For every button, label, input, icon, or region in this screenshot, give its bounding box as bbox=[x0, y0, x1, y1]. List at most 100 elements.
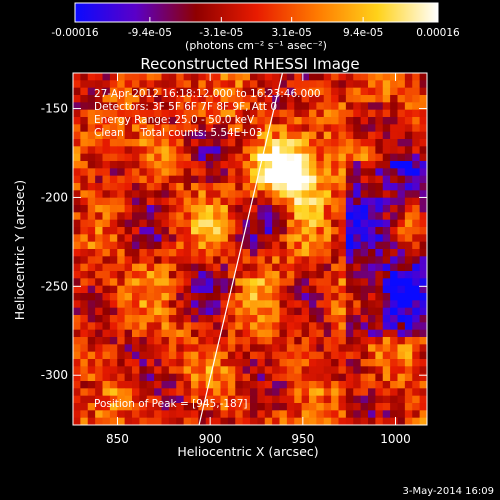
heatmap-cell bbox=[375, 388, 384, 397]
heatmap-cell bbox=[95, 359, 103, 367]
heatmap-cell bbox=[191, 102, 199, 111]
heatmap-cell bbox=[132, 227, 140, 235]
heatmap-cell bbox=[294, 388, 303, 397]
heatmap-cell bbox=[286, 117, 295, 125]
heatmap-cell bbox=[301, 197, 310, 206]
heatmap-cell bbox=[205, 410, 214, 419]
heatmap-cell bbox=[139, 271, 148, 279]
heatmap-cell bbox=[102, 322, 111, 331]
heatmap-cell bbox=[227, 234, 236, 243]
heatmap-cell bbox=[309, 388, 317, 397]
heatmap-cell bbox=[205, 168, 214, 177]
heatmap-cell bbox=[368, 87, 376, 96]
heatmap-cell bbox=[338, 168, 347, 177]
heatmap-cell bbox=[95, 190, 103, 199]
heatmap-cell bbox=[404, 263, 413, 272]
heatmap-cell bbox=[257, 315, 266, 323]
heatmap-cell bbox=[168, 205, 177, 213]
heatmap-cell bbox=[250, 175, 258, 184]
heatmap-cell bbox=[338, 322, 347, 331]
heatmap-cell bbox=[272, 395, 280, 404]
heatmap-cell bbox=[235, 183, 244, 191]
heatmap-cell bbox=[345, 417, 354, 425]
heatmap-cell bbox=[264, 263, 273, 272]
heatmap-cell bbox=[404, 359, 413, 367]
heatmap-cell bbox=[227, 293, 236, 301]
heatmap-cell bbox=[227, 395, 236, 404]
heatmap-cell bbox=[286, 249, 295, 257]
heatmap-cell bbox=[404, 183, 413, 191]
heatmap-cell bbox=[154, 381, 162, 389]
heatmap-cell bbox=[250, 102, 258, 111]
heatmap-cell bbox=[375, 395, 384, 404]
heatmap-cell bbox=[331, 87, 339, 96]
heatmap-cell bbox=[368, 381, 376, 389]
heatmap-cell bbox=[338, 337, 347, 345]
heatmap-cell bbox=[191, 212, 199, 221]
heatmap-cell bbox=[412, 366, 421, 375]
heatmap-cell bbox=[124, 271, 133, 279]
heatmap-cell bbox=[272, 175, 280, 184]
heatmap-cell bbox=[301, 87, 310, 96]
heatmap-cell bbox=[368, 241, 376, 250]
heatmap-cell bbox=[397, 249, 406, 257]
heatmap-cell bbox=[198, 329, 207, 338]
heatmap-cell bbox=[301, 285, 310, 294]
heatmap-cell bbox=[146, 241, 155, 250]
heatmap-cell bbox=[272, 161, 280, 169]
heatmap-cell bbox=[345, 293, 354, 301]
heatmap-cell bbox=[102, 241, 111, 250]
heatmap-cell bbox=[191, 117, 199, 125]
heatmap-cell bbox=[368, 366, 376, 375]
heatmap-cell bbox=[124, 293, 133, 301]
heatmap-cell bbox=[301, 161, 310, 169]
heatmap-cell bbox=[168, 395, 177, 404]
heatmap-cell bbox=[250, 153, 258, 162]
heatmap-cell bbox=[124, 117, 133, 125]
heatmap-cell bbox=[191, 197, 199, 206]
heatmap-cell bbox=[235, 315, 244, 323]
heatmap-cell bbox=[309, 285, 317, 294]
heatmap-cell bbox=[161, 381, 170, 389]
heatmap-cell bbox=[154, 271, 162, 279]
heatmap-cell bbox=[95, 278, 103, 287]
heatmap-cell bbox=[191, 227, 199, 235]
heatmap-cell bbox=[309, 109, 317, 118]
heatmap-cell bbox=[117, 161, 126, 169]
heatmap-cell bbox=[87, 139, 96, 147]
heatmap-cell bbox=[139, 131, 148, 140]
heatmap-cell bbox=[80, 124, 89, 133]
heatmap-cell bbox=[301, 344, 310, 353]
heatmap-cell bbox=[73, 153, 81, 162]
heatmap-cell bbox=[205, 80, 214, 89]
heatmap-cell bbox=[235, 417, 244, 425]
heatmap-cell bbox=[95, 329, 103, 338]
heatmap-cell bbox=[80, 80, 89, 89]
heatmap-cell bbox=[257, 234, 266, 243]
heatmap-cell bbox=[338, 146, 347, 155]
heatmap-cell bbox=[242, 102, 251, 111]
heatmap-cell bbox=[154, 344, 162, 353]
heatmap-cell bbox=[124, 307, 133, 316]
heatmap-cell bbox=[161, 293, 170, 301]
heatmap-cell bbox=[117, 410, 126, 419]
heatmap-cell bbox=[87, 315, 96, 323]
heatmap-cell bbox=[286, 227, 295, 235]
heatmap-cell bbox=[168, 293, 177, 301]
heatmap-cell bbox=[301, 337, 310, 345]
heatmap-cell bbox=[353, 271, 362, 279]
heatmap-cell bbox=[301, 205, 310, 213]
heatmap-cell bbox=[397, 366, 406, 375]
heatmap-cell bbox=[412, 87, 421, 96]
heatmap-cell bbox=[124, 417, 133, 425]
heatmap-cell bbox=[117, 373, 126, 382]
heatmap-cell bbox=[80, 175, 89, 184]
heatmap-cell bbox=[176, 87, 185, 96]
heatmap-cell bbox=[227, 80, 236, 89]
heatmap-cell bbox=[132, 87, 140, 96]
heatmap-cell bbox=[345, 388, 354, 397]
heatmap-cell bbox=[220, 373, 229, 382]
heatmap-cell bbox=[375, 410, 384, 419]
heatmap-cell bbox=[235, 124, 244, 133]
heatmap-cell bbox=[213, 124, 221, 133]
